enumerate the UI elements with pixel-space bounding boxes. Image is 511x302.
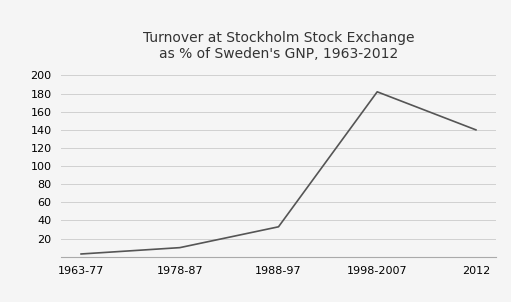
Title: Turnover at Stockholm Stock Exchange
as % of Sweden's GNP, 1963-2012: Turnover at Stockholm Stock Exchange as … bbox=[143, 31, 414, 61]
